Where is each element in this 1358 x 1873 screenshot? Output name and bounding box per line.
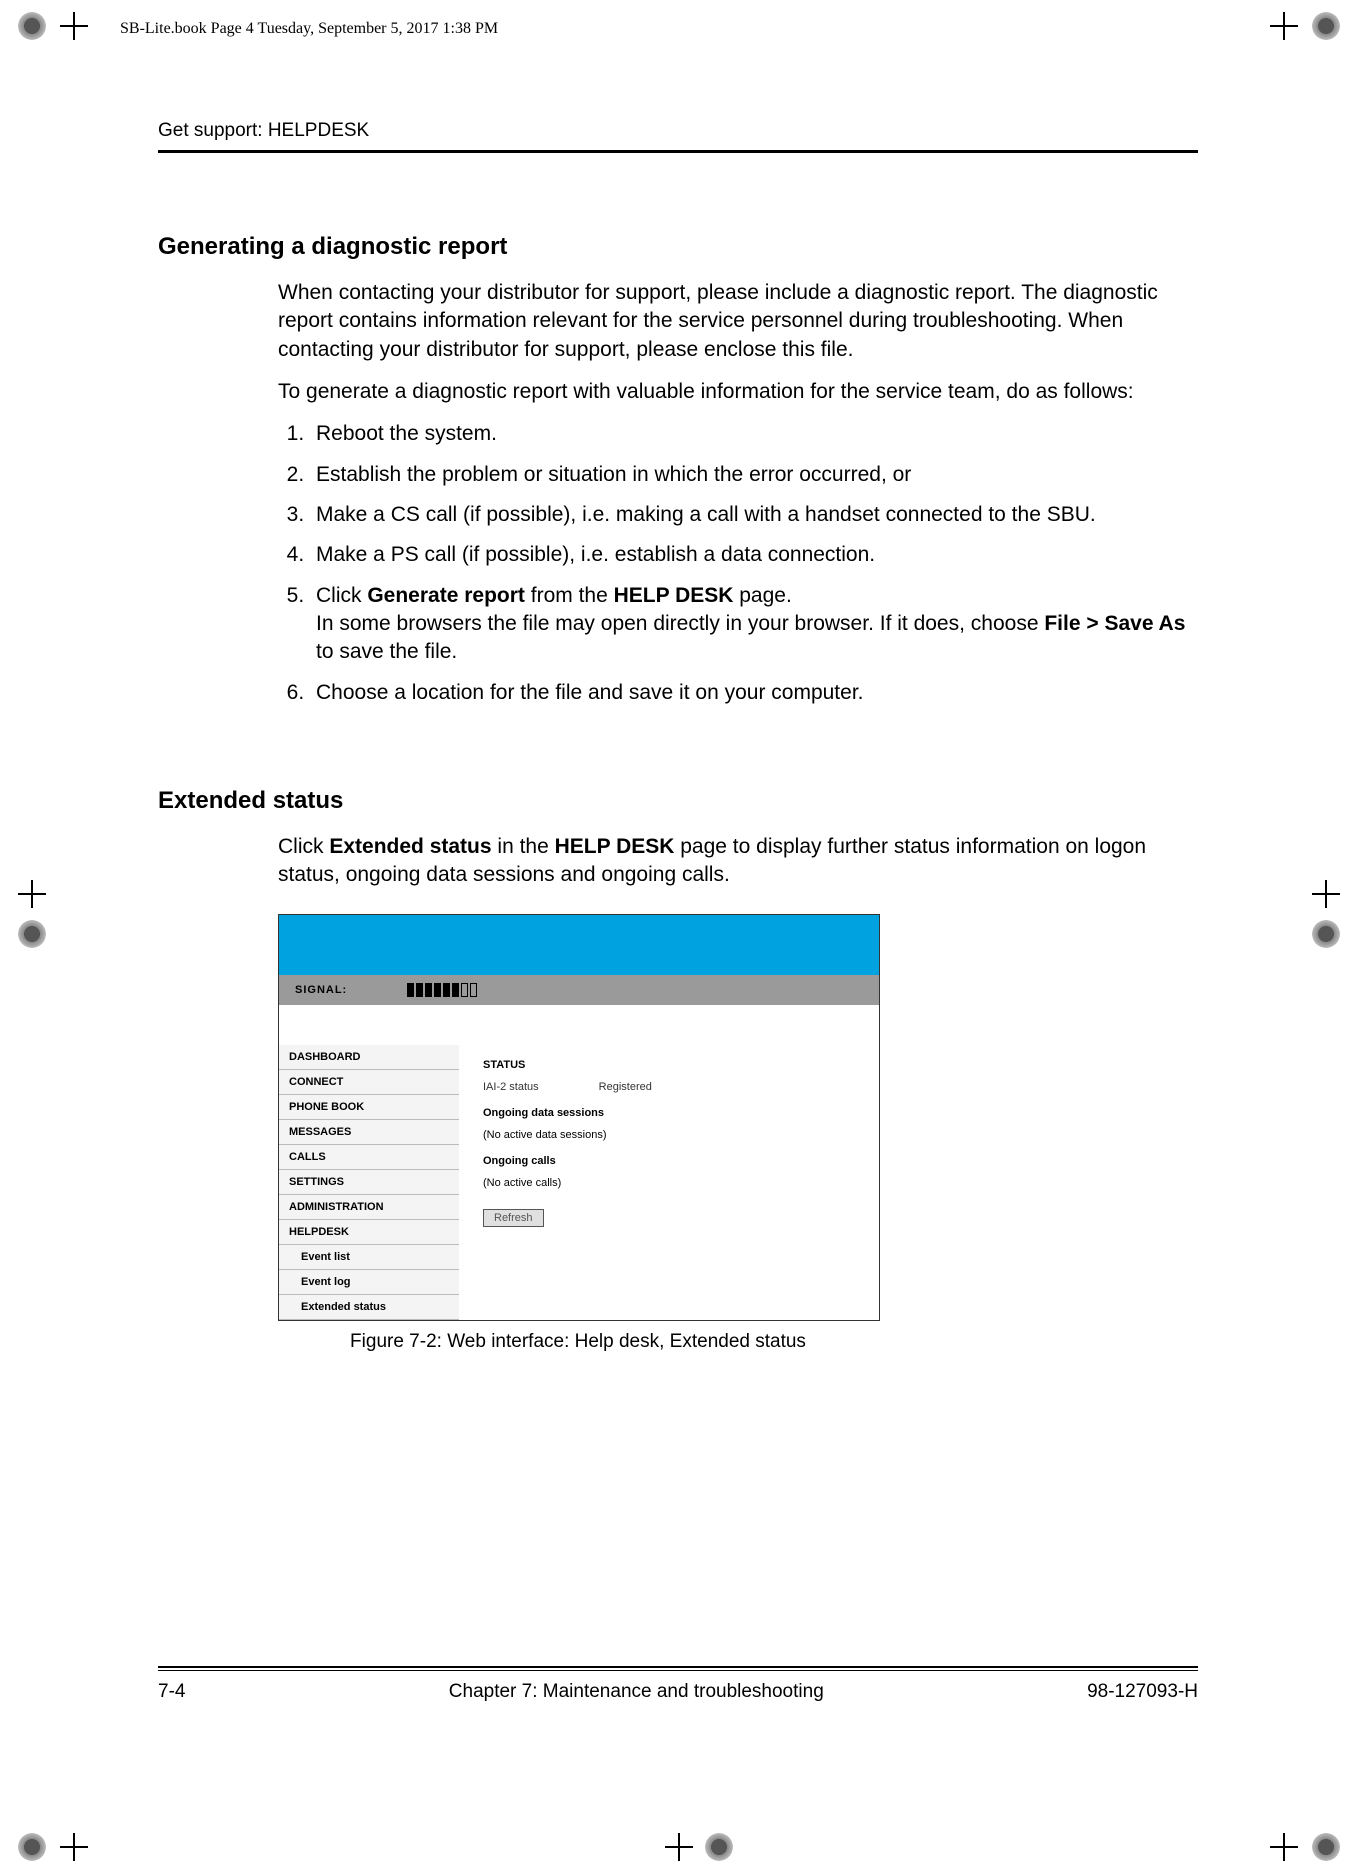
no-data-sessions: (No active data sessions) [483, 1129, 607, 1141]
nav-administration[interactable]: ADMINISTRATION [279, 1195, 459, 1220]
figure-topbar [279, 915, 879, 975]
text: Click [278, 835, 329, 858]
ordered-steps: Reboot the system. Establish the problem… [278, 420, 1198, 707]
text: to save the file. [316, 640, 457, 663]
data-sessions-row: (No active data sessions) [483, 1129, 865, 1141]
ongoing-calls-row: (No active calls) [483, 1177, 865, 1189]
step-item: Establish the problem or situation in wh… [310, 461, 1198, 489]
nav-helpdesk[interactable]: HELPDESK [279, 1220, 459, 1245]
print-mark [18, 12, 46, 40]
nav-dashboard[interactable]: DASHBOARD [279, 1045, 459, 1070]
print-mark [1270, 1833, 1298, 1861]
print-meta: SB-Lite.book Page 4 Tuesday, September 5… [120, 20, 498, 38]
rule [158, 152, 1198, 153]
body-column: Click Extended status in the HELP DESK p… [278, 833, 1198, 890]
figure-caption: Figure 7-2: Web interface: Help desk, Ex… [278, 1331, 878, 1353]
content-area: Get support: HELPDESK Generating a diagn… [158, 120, 1198, 1353]
step-item: Reboot the system. [310, 420, 1198, 448]
print-mark [1312, 920, 1340, 948]
signal-label: SIGNAL: [295, 984, 347, 996]
nav-event-log[interactable]: Event log [279, 1270, 459, 1295]
figure-screenshot: SIGNAL: DASHBOARD CONNECT PHONE BOOK MES… [278, 914, 880, 1321]
print-mark [18, 880, 46, 908]
figure-body: DASHBOARD CONNECT PHONE BOOK MESSAGES CA… [279, 1045, 879, 1320]
step-item: Make a PS call (if possible), i.e. estab… [310, 541, 1198, 569]
bold-text: HELP DESK [555, 835, 675, 858]
nav-calls[interactable]: CALLS [279, 1145, 459, 1170]
ongoing-calls-heading: Ongoing calls [483, 1155, 865, 1167]
section-heading: Generating a diagnostic report [158, 233, 1198, 261]
no-active-calls: (No active calls) [483, 1177, 561, 1189]
footer-doc-id: 98-127093-H [1087, 1681, 1198, 1703]
status-value: Registered [599, 1081, 652, 1093]
print-mark [665, 1833, 693, 1861]
bold-text: File > Save As [1044, 612, 1185, 635]
signal-strength-icon [407, 983, 477, 997]
figure-signal-bar: SIGNAL: [279, 975, 879, 1005]
print-mark [1312, 880, 1340, 908]
nav-connect[interactable]: CONNECT [279, 1070, 459, 1095]
page-footer: 7-4 Chapter 7: Maintenance and troublesh… [158, 1666, 1198, 1703]
nav-event-list[interactable]: Event list [279, 1245, 459, 1270]
paragraph: To generate a diagnostic report with val… [278, 378, 1198, 406]
print-mark [18, 920, 46, 948]
refresh-button[interactable]: Refresh [483, 1209, 544, 1227]
figure-wrap: SIGNAL: DASHBOARD CONNECT PHONE BOOK MES… [278, 914, 1198, 1353]
paragraph: When contacting your distributor for sup… [278, 279, 1198, 364]
text: page. [733, 584, 791, 607]
print-mark [18, 1833, 46, 1861]
text: from the [525, 584, 614, 607]
document-page: SB-Lite.book Page 4 Tuesday, September 5… [0, 0, 1358, 1873]
nav-settings[interactable]: SETTINGS [279, 1170, 459, 1195]
paragraph: Click Extended status in the HELP DESK p… [278, 833, 1198, 890]
rule [158, 1670, 1198, 1671]
nav-messages[interactable]: MESSAGES [279, 1120, 459, 1145]
status-heading: STATUS [483, 1059, 865, 1071]
footer-row: 7-4 Chapter 7: Maintenance and troublesh… [158, 1681, 1198, 1703]
step-item: Choose a location for the file and save … [310, 679, 1198, 707]
footer-chapter: Chapter 7: Maintenance and troubleshooti… [449, 1681, 824, 1703]
bold-text: Extended status [329, 835, 491, 858]
print-mark [705, 1833, 733, 1861]
print-mark [1312, 12, 1340, 40]
print-mark [60, 12, 88, 40]
print-mark [60, 1833, 88, 1861]
nav-extended-status[interactable]: Extended status [279, 1295, 459, 1320]
figure-main: STATUS IAI-2 status Registered Ongoing d… [459, 1045, 879, 1320]
section-heading: Extended status [158, 787, 1198, 815]
step-item: Make a CS call (if possible), i.e. makin… [310, 501, 1198, 529]
step-item: Click Generate report from the HELP DESK… [310, 582, 1198, 667]
footer-page-number: 7-4 [158, 1681, 185, 1703]
text: Click [316, 584, 367, 607]
bold-text: Generate report [367, 584, 525, 607]
print-mark [1270, 12, 1298, 40]
status-row: IAI-2 status Registered [483, 1081, 865, 1093]
text: in the [492, 835, 555, 858]
bold-text: HELP DESK [614, 584, 734, 607]
status-key: IAI-2 status [483, 1081, 539, 1093]
nav-phone-book[interactable]: PHONE BOOK [279, 1095, 459, 1120]
print-mark [1312, 1833, 1340, 1861]
text: In some browsers the file may open direc… [316, 612, 1044, 635]
running-head: Get support: HELPDESK [158, 120, 1198, 148]
body-column: When contacting your distributor for sup… [278, 279, 1198, 707]
rule [158, 1666, 1198, 1668]
figure-spacer [279, 1005, 879, 1045]
data-sessions-heading: Ongoing data sessions [483, 1107, 865, 1119]
figure-nav: DASHBOARD CONNECT PHONE BOOK MESSAGES CA… [279, 1045, 459, 1320]
